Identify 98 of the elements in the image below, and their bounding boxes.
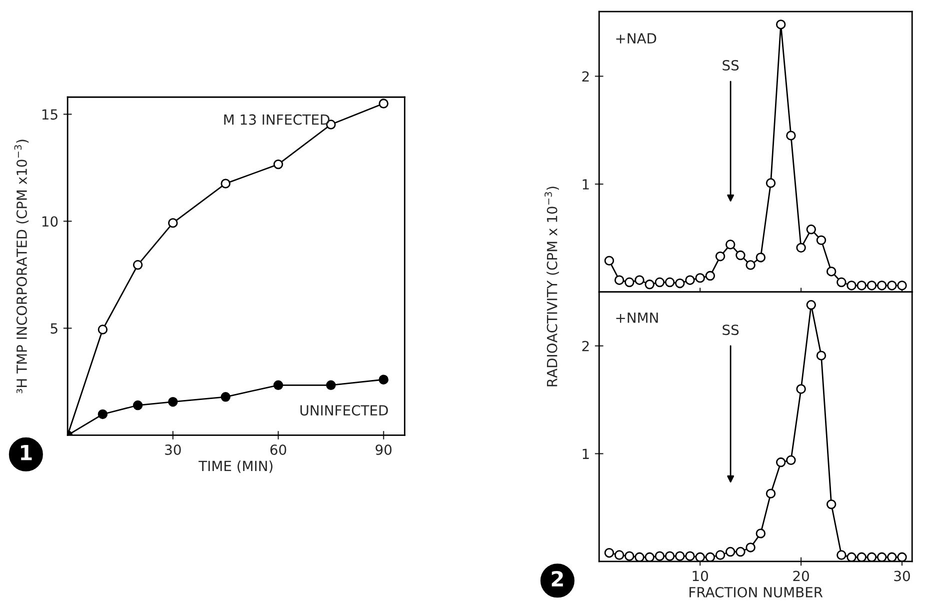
point <box>132 260 143 270</box>
point <box>856 552 866 562</box>
point <box>634 275 644 285</box>
point <box>836 550 846 560</box>
text: 1 <box>21 444 32 460</box>
y-axis-title: RADIOACTIVITY (CPM x 10$^{−3}$) <box>544 186 559 386</box>
point <box>675 278 685 288</box>
point <box>887 280 897 290</box>
point <box>695 273 705 283</box>
point <box>846 552 856 562</box>
annotation: SS <box>722 60 739 71</box>
point <box>604 548 614 558</box>
x-axis-title: TIME (MIN) <box>198 460 272 473</box>
point <box>876 280 887 290</box>
point <box>685 551 695 561</box>
point <box>644 552 654 562</box>
point <box>654 551 665 561</box>
point <box>220 392 230 402</box>
point <box>664 551 675 561</box>
x-tick-label: 10 <box>692 570 708 582</box>
point <box>746 260 756 270</box>
point <box>736 546 746 557</box>
point <box>98 409 108 420</box>
y-tick-label: 5 <box>50 323 58 334</box>
point <box>776 20 786 30</box>
y-tick-label: 1 <box>582 179 589 190</box>
point <box>624 551 634 561</box>
point <box>378 98 388 108</box>
point <box>876 552 887 562</box>
text: +NMN <box>616 312 658 323</box>
point <box>168 218 178 228</box>
point <box>675 551 685 561</box>
point <box>826 266 836 276</box>
point <box>806 224 816 234</box>
point <box>326 380 336 390</box>
x-tick-label: 30 <box>894 570 910 582</box>
point <box>705 552 716 562</box>
point <box>786 130 796 140</box>
point <box>826 499 836 510</box>
point <box>726 240 736 250</box>
point <box>756 252 766 262</box>
point <box>816 350 826 360</box>
x-tick-label: 60 <box>270 444 286 455</box>
point <box>715 550 726 560</box>
point <box>654 277 665 288</box>
x-axis-title: FRACTION NUMBER <box>690 586 823 598</box>
point <box>897 280 907 290</box>
y-tick-label: 1 <box>582 448 589 459</box>
x-tick-label: 20 <box>793 570 809 582</box>
point <box>273 159 284 170</box>
point <box>736 250 746 260</box>
point <box>887 552 897 562</box>
point <box>604 256 614 266</box>
point <box>846 280 856 290</box>
point <box>866 280 877 290</box>
x-tick-label: 90 <box>376 444 392 455</box>
point <box>644 280 654 290</box>
point <box>796 242 806 253</box>
annotation: SS <box>722 324 739 336</box>
point <box>614 550 624 560</box>
point <box>746 542 756 552</box>
point <box>756 528 766 538</box>
point <box>624 277 634 288</box>
y-axis-title: ³H TMP INCORPORATED (CPM x10$^{−3}$) <box>14 140 29 394</box>
point <box>836 277 846 288</box>
y-tick-label: 15 <box>42 109 58 120</box>
point <box>866 552 877 562</box>
text: +NAD <box>616 33 656 44</box>
y-tick-label: 2 <box>582 340 589 352</box>
point <box>220 178 230 188</box>
point <box>715 252 726 262</box>
point <box>695 552 705 562</box>
point <box>796 384 806 394</box>
text: 2 <box>552 570 563 586</box>
x-tick-label: 30 <box>165 444 181 455</box>
y-tick-label: 2 <box>582 71 589 82</box>
point <box>273 380 284 390</box>
series-label: M 13 INFECTED <box>224 114 330 125</box>
point <box>776 457 786 468</box>
point <box>726 546 736 557</box>
point <box>378 374 388 384</box>
point <box>856 280 866 290</box>
point <box>132 400 143 410</box>
point <box>634 552 644 562</box>
point <box>786 455 796 465</box>
point <box>705 270 716 281</box>
series-label: UNINFECTED <box>300 405 388 416</box>
point <box>685 275 695 285</box>
point <box>614 275 624 285</box>
point <box>766 488 776 498</box>
point <box>98 324 108 334</box>
point <box>897 552 907 562</box>
point <box>816 235 826 246</box>
point <box>806 300 816 310</box>
point <box>664 277 675 288</box>
point <box>168 396 178 407</box>
point <box>766 178 776 188</box>
y-tick-label: 10 <box>42 216 58 227</box>
